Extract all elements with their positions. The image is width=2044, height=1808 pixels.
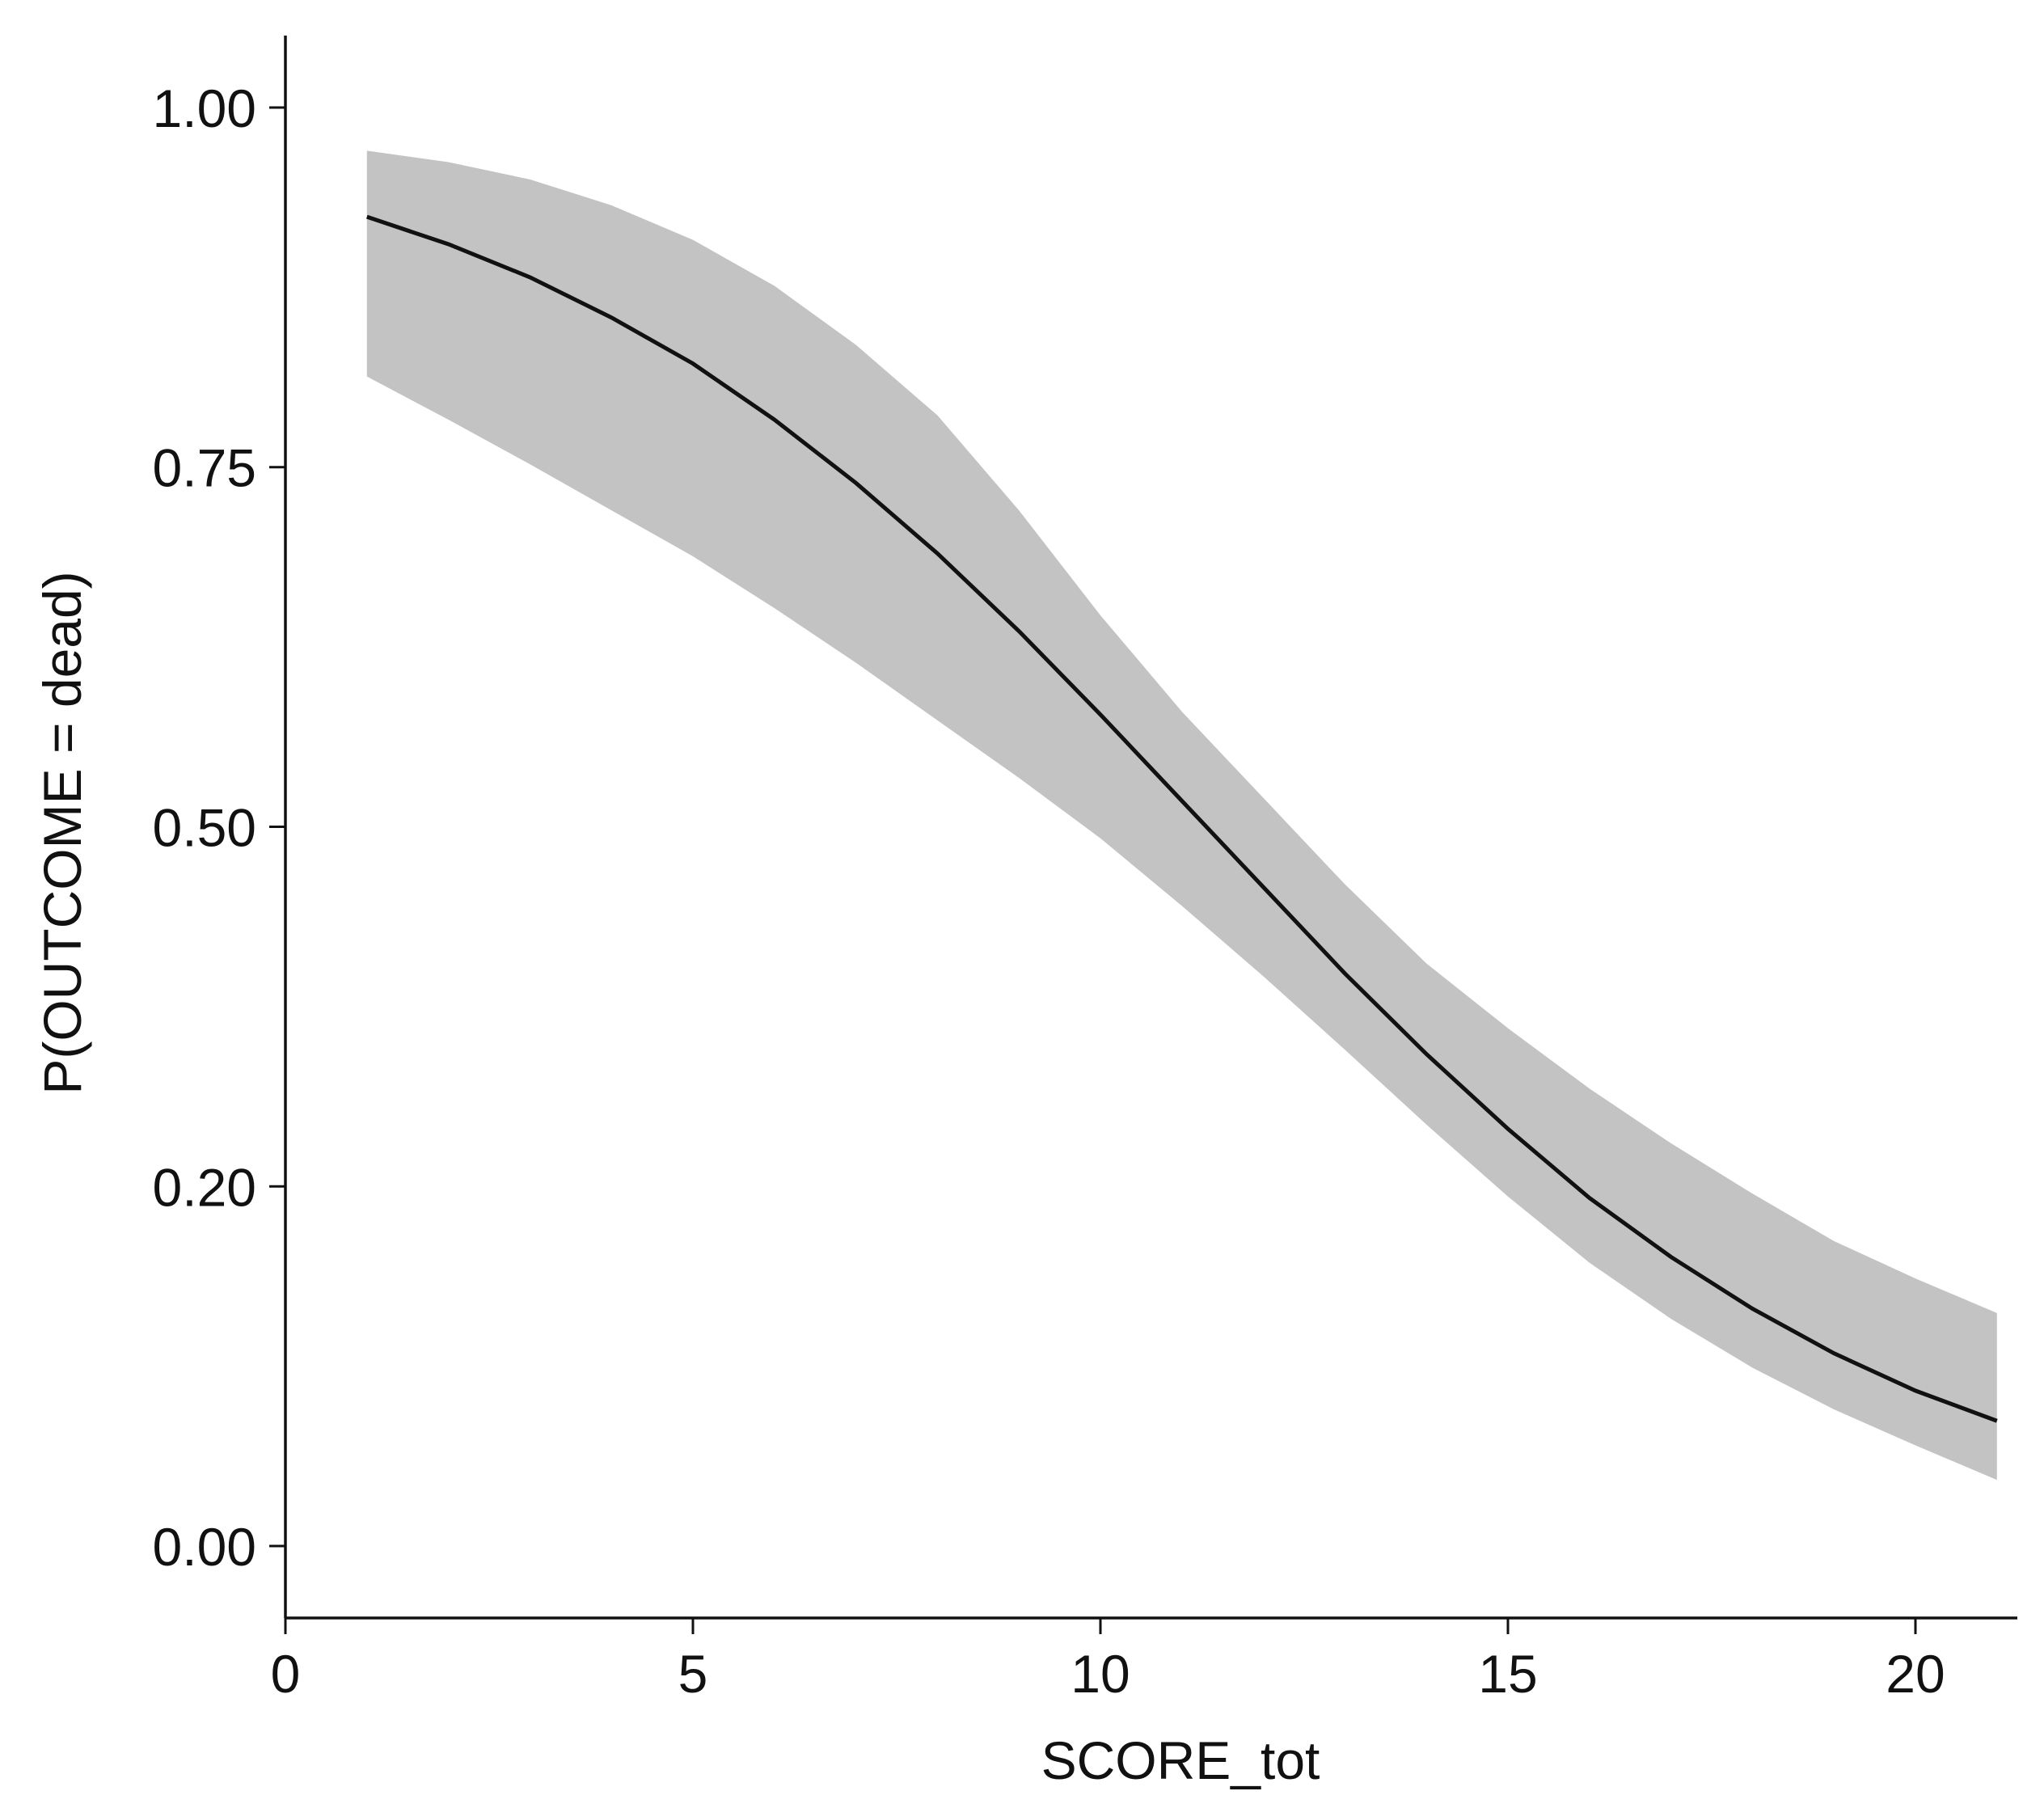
y-axis-label: P(OUTCOME = dead) <box>32 571 92 1094</box>
x-tick-label: 5 <box>678 1644 708 1704</box>
x-tick-label: 10 <box>1071 1644 1130 1704</box>
x-axis-label: SCORE_tot <box>1041 1730 1320 1790</box>
x-tick-label: 15 <box>1478 1644 1537 1704</box>
x-tick-label: 20 <box>1886 1644 1945 1704</box>
fit-line <box>366 214 1998 1423</box>
confidence-band <box>366 150 1997 1481</box>
y-tick-label: 0.20 <box>153 1157 256 1217</box>
y-tick-label: 0.00 <box>153 1517 256 1577</box>
y-tick-label: 0.75 <box>153 438 256 498</box>
y-tick-label: 1.00 <box>153 78 256 138</box>
y-tick-label: 0.50 <box>153 798 256 858</box>
x-tick-label: 0 <box>271 1644 301 1704</box>
